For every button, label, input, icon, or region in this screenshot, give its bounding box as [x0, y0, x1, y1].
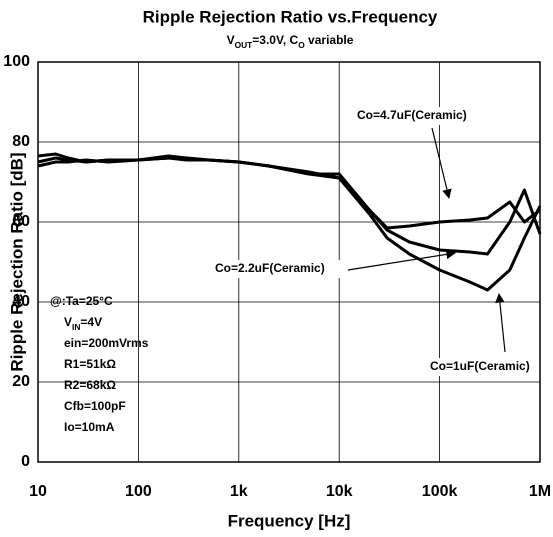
y-axis-label: Ripple Rejection Ratio [dB] — [7, 152, 26, 371]
series-label: Co=4.7uF(Ceramic) — [357, 108, 467, 122]
condition-text: Io=10mA — [64, 420, 115, 434]
text-part: =4V — [80, 315, 102, 329]
text-part: ein=200mVrms — [64, 336, 149, 350]
x-tick-label: 10 — [29, 483, 47, 500]
plot-frame — [37, 61, 541, 463]
subscript: O — [298, 40, 305, 50]
x-tick-label: 10k — [326, 483, 353, 500]
text-part: V — [227, 33, 235, 47]
text-part: =3.0V, C — [252, 33, 298, 47]
text-part: Io=10mA — [64, 420, 115, 434]
series-label: Co=1uF(Ceramic) — [430, 359, 530, 373]
arrow — [431, 127, 452, 199]
chart-subtitle: VOUT=3.0V, CO variable — [227, 33, 354, 50]
x-tick-label: 100k — [422, 483, 458, 500]
y-tick-label: 20 — [12, 373, 30, 390]
label-bg — [210, 260, 348, 278]
y-tick-label: 80 — [12, 133, 30, 150]
text-part: R2=68kΩ — [64, 378, 116, 392]
annotations: Co=4.7uF(Ceramic) Co=2.2uF(Ceramic) Co=1… — [50, 107, 539, 434]
chart-title: Ripple Rejection Ratio vs.Frequency — [143, 7, 438, 26]
y-tick-label: 100 — [3, 53, 30, 70]
series-line — [37, 152, 541, 230]
condition-text: ein=200mVrms — [64, 336, 149, 350]
subscript: OUT — [235, 40, 254, 50]
subscript: IN — [72, 322, 80, 332]
condition-text: R2=68kΩ — [64, 378, 116, 392]
series-line — [37, 156, 542, 256]
x-tick-label: 100 — [125, 483, 152, 500]
y-tick-label: 0 — [21, 453, 30, 470]
condition-text: @:Ta=25°C — [50, 294, 113, 308]
text-part: V — [64, 315, 72, 329]
text-part: R1=51kΩ — [64, 357, 116, 371]
series-label: Co=2.2uF(Ceramic) — [215, 261, 325, 275]
condition-text: Cfb=100pF — [64, 399, 126, 413]
arrow — [495, 293, 506, 353]
text-part: variable — [305, 33, 354, 47]
y-tick-label: 40 — [12, 293, 30, 310]
text-part: @:Ta=25°C — [50, 294, 113, 308]
x-tick-label: 1k — [230, 483, 248, 500]
y-tick-label: 60 — [12, 213, 30, 230]
label-bg — [352, 107, 478, 125]
condition-text: VIN=4V — [64, 315, 102, 332]
condition-text: R1=51kΩ — [64, 357, 116, 371]
x-axis-label: Frequency [Hz] — [228, 511, 351, 530]
x-tick-label: 1M — [529, 483, 551, 500]
arrow — [347, 249, 456, 271]
text-part: Cfb=100pF — [64, 399, 126, 413]
plot — [37, 152, 542, 292]
label-bg — [425, 358, 539, 376]
